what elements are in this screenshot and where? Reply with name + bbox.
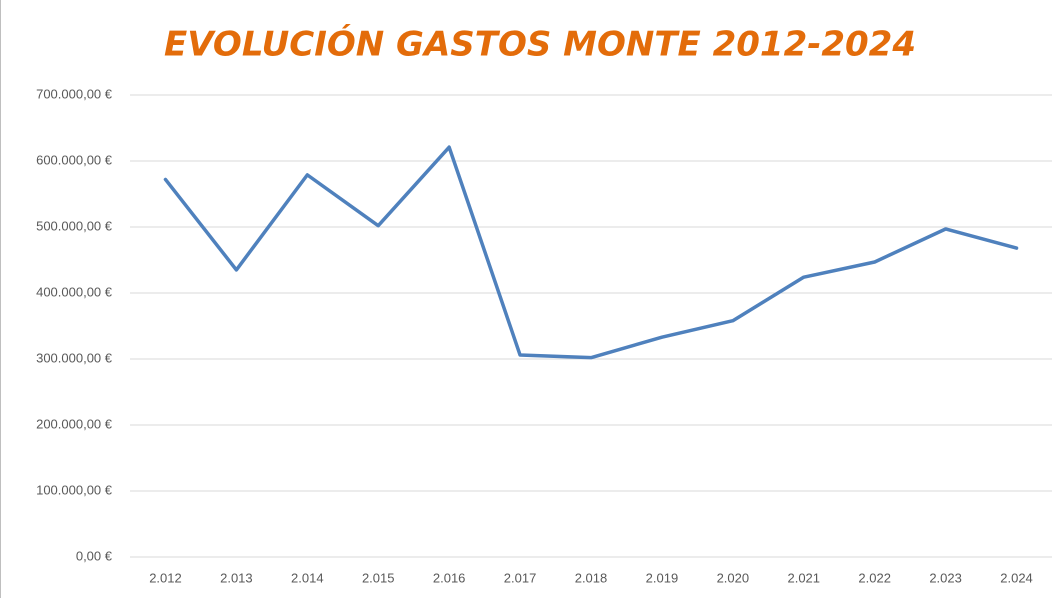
y-tick-label: 700.000,00 €: [36, 86, 113, 101]
x-tick-label: 2.013: [220, 570, 253, 585]
x-tick-label: 2.012: [149, 570, 182, 585]
y-tick-label: 100.000,00 €: [36, 482, 113, 497]
y-tick-label: 300.000,00 €: [36, 350, 113, 365]
chart-title: EVOLUCIÓN GASTOS MONTE 2012-2024: [164, 24, 916, 65]
x-tick-label: 2.021: [787, 570, 820, 585]
x-tick-label: 2.018: [575, 570, 608, 585]
y-tick-label: 600.000,00 €: [36, 152, 113, 167]
x-tick-label: 2.024: [1000, 570, 1033, 585]
y-tick-label: 500.000,00 €: [36, 218, 113, 233]
x-tick-label: 2.017: [504, 570, 537, 585]
line: [163, 145, 1019, 360]
x-tick-label: 2.022: [858, 570, 891, 585]
x-tick-label: 2.023: [929, 570, 962, 585]
x-tick-label: 2.016: [433, 570, 466, 585]
y-tick-label: 200.000,00 €: [36, 416, 113, 431]
x-tick-label: 2.015: [362, 570, 395, 585]
y-tick-label: 400.000,00 €: [36, 284, 113, 299]
x-tick-label: 2.014: [291, 570, 324, 585]
x-tick-label: 2.019: [646, 570, 679, 585]
y-tick-label: 0,00 €: [76, 548, 113, 563]
x-tick-label: 2.020: [717, 570, 750, 585]
